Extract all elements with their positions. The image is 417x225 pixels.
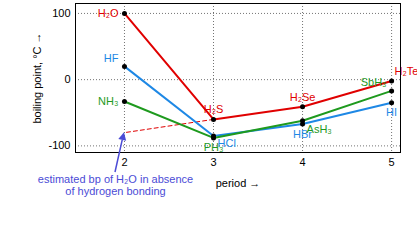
svg-text:HBr: HBr	[293, 127, 312, 140]
svg-text:H₂S: H₂S	[204, 103, 224, 115]
svg-text:estimated bp of H₂O in absence: estimated bp of H₂O in absenceof hydroge…	[38, 173, 193, 197]
svg-text:AsH₃: AsH₃	[307, 123, 332, 135]
svg-text:100: 100	[52, 7, 70, 19]
svg-text:HI: HI	[386, 106, 397, 118]
svg-text:SbH₃: SbH₃	[361, 76, 387, 88]
svg-text:PH₃: PH₃	[204, 141, 224, 153]
svg-text:HCl: HCl	[217, 137, 236, 150]
svg-text:3: 3	[210, 156, 216, 168]
svg-text:boiling point, °C →: boiling point, °C →	[31, 32, 43, 123]
svg-text:-100: -100	[48, 139, 70, 151]
svg-text:NH₃: NH₃	[98, 95, 118, 107]
svg-text:period →: period →	[216, 177, 261, 189]
svg-text:HF: HF	[104, 52, 119, 64]
svg-text:H₂Se: H₂Se	[290, 91, 316, 103]
svg-text:H₂Te: H₂Te	[395, 65, 417, 77]
svg-text:H₂O: H₂O	[98, 7, 119, 19]
svg-text:2: 2	[121, 156, 127, 168]
svg-text:5: 5	[389, 156, 395, 168]
svg-text:4: 4	[299, 156, 305, 168]
svg-text:0: 0	[64, 73, 70, 85]
